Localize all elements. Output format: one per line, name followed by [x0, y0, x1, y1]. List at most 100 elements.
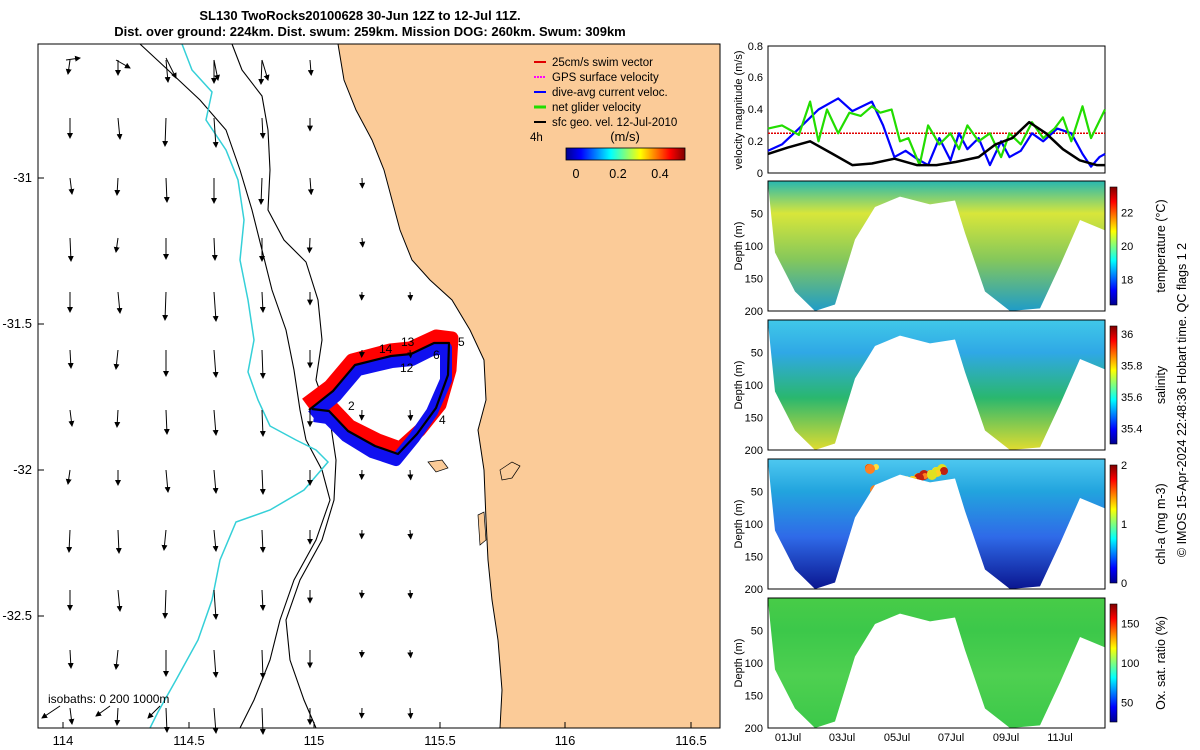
current-vector — [162, 117, 169, 147]
current-vector — [113, 649, 120, 670]
colorbar-title: (m/s) — [610, 129, 640, 144]
map-tick-marks — [38, 177, 692, 728]
land-area — [338, 44, 720, 728]
coastline — [337, 43, 503, 729]
time-step-label: 4h — [530, 132, 543, 144]
current-vector — [258, 59, 265, 85]
colorbar-tick-label: 36 — [1121, 329, 1133, 341]
section-panel-4: 50 100 150 200 Depth (m) 50 100 150 Ox. sat. rat… — [733, 597, 1168, 735]
current-vector — [258, 177, 265, 205]
date-tick-label: 03Jul — [829, 732, 855, 744]
current-vector — [259, 707, 266, 735]
date-tick-label: 01Jul — [775, 732, 801, 744]
chl-sample-dot — [901, 476, 911, 486]
depth-tick-label: 200 — [745, 306, 763, 318]
track-label: 2 — [348, 399, 355, 413]
legend-entry: sfc geo. vel. 12-Jul-2010 — [552, 117, 677, 129]
colorbar-tick-label: 18 — [1121, 275, 1133, 287]
series-line-net-glider-velocity — [767, 100, 1106, 167]
current-vector — [65, 59, 72, 75]
map-panel: 14 13 12 6 5 2 4 114 114.5 115 115.5 116… — [2, 43, 721, 748]
isobath-1000m — [139, 43, 331, 729]
colorbar-tick-label: 2 — [1121, 460, 1127, 472]
map-frame — [37, 43, 721, 729]
current-vector — [114, 177, 121, 196]
current-vector — [407, 649, 414, 659]
depth-tick-label: 200 — [745, 445, 763, 457]
colorbar — [1109, 464, 1118, 584]
current-vector — [116, 589, 123, 612]
y-tick-label: 0 — [757, 168, 763, 180]
copyright-note: © IMOS 15-Apr-2024 22:48:36 Hobart time.… — [1175, 243, 1189, 557]
current-vector — [66, 529, 73, 553]
current-vector — [68, 177, 75, 195]
current-vector — [359, 237, 366, 248]
date-tick-label: 07Jul — [938, 732, 964, 744]
chl-sample-dot — [901, 476, 909, 484]
current-vector — [407, 529, 414, 540]
colorbar-tick-label: 35.6 — [1121, 392, 1142, 404]
current-vector-field — [41, 55, 414, 735]
isobath-200m — [231, 43, 337, 729]
colorbar-tick-label: 1 — [1121, 519, 1127, 531]
depth-tick-label: 100 — [745, 241, 763, 253]
isobaths-label: isobaths: 0 200 1000m — [48, 692, 169, 706]
current-vector — [211, 237, 218, 261]
track-labels: 14 13 12 6 5 2 4 — [348, 335, 465, 427]
chl-sample-dot — [891, 482, 899, 490]
chl-sample-dot — [896, 479, 906, 489]
current-vector — [162, 589, 169, 619]
track-label: 4 — [439, 413, 446, 427]
current-vector — [67, 237, 74, 262]
chl-sample-dot — [878, 485, 884, 491]
velocity-panel: 0 0.2 0.4 0.6 0.8 velocity magnitude (m/… — [733, 41, 1106, 180]
velocity-y-ticks: 0 0.2 0.4 0.6 0.8 — [748, 41, 763, 180]
date-tick-label: 11Jul — [1047, 732, 1072, 744]
current-vector — [212, 649, 219, 678]
current-vector — [115, 59, 131, 69]
lat-tick-label: -31 — [13, 170, 32, 185]
current-vector — [162, 291, 169, 321]
colorbar — [1109, 186, 1118, 306]
colorbar — [1109, 603, 1118, 723]
chl-sample-dot — [891, 482, 897, 488]
depth-axis-label: Depth (m) — [733, 361, 745, 410]
section-axes — [767, 319, 1106, 451]
depth-tick-label: 150 — [745, 691, 763, 703]
current-vector — [261, 59, 270, 81]
current-vector — [212, 349, 219, 378]
current-vector — [165, 57, 177, 79]
lon-tick-label: 114 — [53, 733, 74, 748]
chl-sample-dot — [927, 470, 937, 480]
map-y-tick-labels: -31 -31.5 -32 -32.5 — [2, 170, 32, 623]
chl-sample-dot — [878, 485, 886, 493]
chl-sample-dot — [865, 464, 875, 474]
chl-sample-dot — [904, 479, 910, 485]
colorbar-tick-label: 20 — [1121, 241, 1133, 253]
colorbar-label: chl-a (mg m-3) — [1154, 483, 1168, 564]
depth-tick-label: 50 — [751, 626, 763, 638]
depth-tick-label: 50 — [751, 348, 763, 360]
current-vector — [68, 707, 75, 725]
current-vector — [116, 291, 123, 314]
colorbar-tick-label: 150 — [1121, 619, 1139, 631]
current-vector — [115, 529, 122, 554]
depth-tick-label: 100 — [745, 519, 763, 531]
current-vector — [116, 117, 123, 140]
current-vector — [212, 707, 219, 734]
depth-tick-label: 200 — [745, 723, 763, 735]
island — [477, 511, 487, 546]
current-vector — [41, 705, 61, 719]
lat-tick-label: -32 — [13, 462, 32, 477]
section-axes — [767, 458, 1106, 590]
colorbar-tick-label: 22 — [1121, 207, 1133, 219]
chl-sample-dot — [888, 479, 898, 489]
series-line-dive-avg-current-veloc- — [767, 97, 1106, 168]
current-vector — [212, 291, 219, 322]
chl-sample-dot — [896, 479, 904, 487]
section-field — [768, 598, 1105, 728]
current-vector — [68, 409, 75, 427]
colorbar-tick-label: 35.4 — [1121, 423, 1142, 435]
